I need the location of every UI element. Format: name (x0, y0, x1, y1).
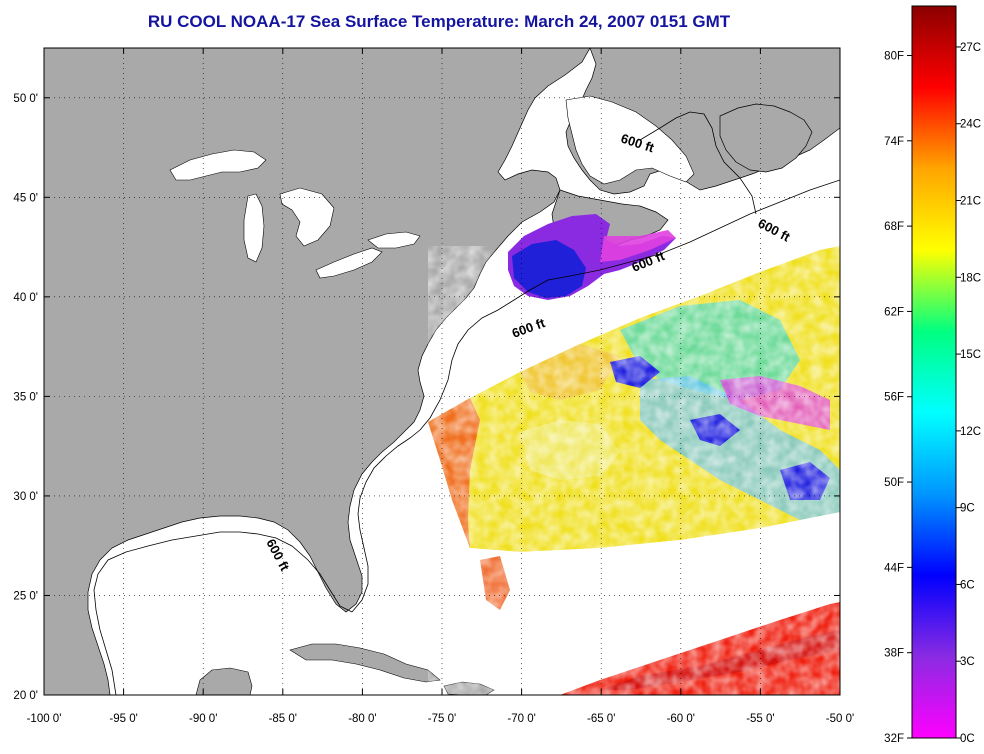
lon-tick-label: -70 0' (507, 713, 535, 725)
lon-tick-label: -100 0' (27, 713, 62, 725)
sst-swath (428, 246, 840, 695)
land-mass (44, 48, 591, 695)
lon-tick-label: -60 0' (667, 713, 695, 725)
yucatan (195, 667, 253, 695)
latitude-axis: 50 0' 45 0' 40 0' 35 0' 30 0' 25 0' 20 0' (13, 93, 38, 702)
lon-tick-label: -65 0' (587, 713, 615, 725)
lon-tick-label: -90 0' (189, 713, 217, 725)
lat-tick-label: 30 0' (13, 491, 38, 503)
lake-michigan (243, 193, 265, 263)
lon-tick-label: -95 0' (109, 713, 137, 725)
gridlines (43, 48, 841, 696)
lat-tick-label: 45 0' (13, 192, 38, 204)
lat-tick-label: 20 0' (13, 690, 38, 702)
lon-tick-label: -85 0' (269, 713, 297, 725)
lat-tick-label: 25 0' (13, 590, 38, 602)
lon-tick-label: -55 0' (746, 713, 774, 725)
lon-tick-label: -80 0' (348, 713, 376, 725)
lat-tick-label: 50 0' (13, 93, 38, 105)
gulf-st-lawrence (565, 95, 695, 185)
gulf-of-maine-patch (508, 214, 676, 300)
land-newfoundland (719, 103, 813, 173)
lon-tick-label: -75 0' (428, 713, 456, 725)
lake-superior (169, 149, 267, 181)
contour-600ft (93, 111, 840, 695)
lon-tick-label: -50 0' (826, 713, 854, 725)
map-title: RU COOL NOAA-17 Sea Surface Temperature:… (147, 12, 731, 31)
lake-huron (279, 187, 335, 247)
lake-ontario (367, 231, 421, 249)
lake-erie (315, 247, 383, 279)
longitude-axis: -100 0' -95 0' -90 0' -85 0' -80 0' -75 0' -70… (27, 713, 855, 725)
lat-tick-label: 35 0' (13, 391, 38, 403)
lat-tick-label: 40 0' (13, 292, 38, 304)
